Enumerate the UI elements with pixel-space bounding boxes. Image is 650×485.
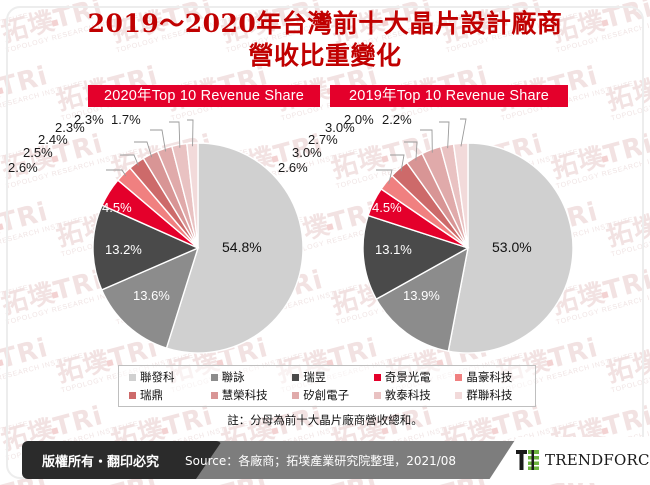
leader-line bbox=[439, 121, 450, 149]
pie-slice-label: 13.9% bbox=[403, 288, 440, 303]
legend-item[interactable]: 聯發科 bbox=[123, 369, 205, 385]
pie-slice[interactable] bbox=[362, 214, 470, 301]
pie-svg bbox=[362, 118, 574, 354]
pie-slice-label: 4.5% bbox=[372, 200, 402, 215]
leader-line bbox=[376, 169, 393, 185]
legend-item[interactable]: 群聯科技 bbox=[449, 387, 531, 403]
title-line-2: 營收比重變化 bbox=[248, 41, 402, 70]
legend-item[interactable]: 奇景光電 bbox=[368, 369, 450, 385]
source-text: Source：各廠商；拓墣產業研究院整理，2021/08 bbox=[185, 453, 457, 468]
pie-slice[interactable] bbox=[447, 142, 574, 354]
leader-line bbox=[134, 141, 153, 158]
pie-slice-label: 2.3% bbox=[74, 112, 104, 127]
legend-label: 聯發科 bbox=[140, 370, 175, 384]
pie-slice-label: 2.6% bbox=[278, 160, 308, 175]
pie-slice-label: 54.8% bbox=[222, 239, 262, 255]
pie-slice-label: 3.0% bbox=[325, 120, 355, 135]
pie-slice-label: 2.2% bbox=[382, 112, 412, 127]
pie-slice-label: 2.4% bbox=[38, 132, 68, 147]
pie-slice-label: 3.0% bbox=[292, 145, 322, 160]
legend-item[interactable]: 瑞昱 bbox=[286, 369, 368, 385]
pie-slice-label: 13.1% bbox=[375, 242, 412, 257]
footer-white-band bbox=[487, 437, 650, 483]
copyright-text: 版權所有・翻印必究 bbox=[42, 454, 160, 470]
pie-slice[interactable] bbox=[452, 142, 469, 249]
pie-slice-label: 53.0% bbox=[492, 239, 532, 255]
legend-swatch-icon bbox=[292, 373, 300, 381]
trendforce-wordmark: TRENDFORCE bbox=[545, 451, 650, 469]
legend-item[interactable]: 晶豪科技 bbox=[449, 369, 531, 385]
leader-line bbox=[390, 154, 405, 172]
legend-label: 晶豪科技 bbox=[466, 370, 513, 384]
footnote: 註：分母為前十大晶片廠商營收總和。 bbox=[227, 413, 423, 427]
chart-header-2019: 2019年Top 10 Revenue Share bbox=[330, 85, 568, 107]
leader-line bbox=[404, 141, 418, 161]
chart-legend: 聯發科 聯詠 瑞昱 奇景光電 晶豪科技瑞鼎 慧榮科技 矽創電子 敦泰科技 群聯科技 bbox=[118, 365, 536, 407]
leader-line bbox=[187, 119, 194, 147]
leader-line bbox=[460, 118, 467, 147]
legend-label: 聯詠 bbox=[221, 370, 245, 384]
legend-item[interactable]: 瑞鼎 bbox=[123, 387, 205, 403]
pie-slice-label: 2.7% bbox=[308, 132, 338, 147]
leader-line bbox=[150, 129, 167, 152]
pie-svg bbox=[92, 119, 304, 354]
legend-label: 瑞鼎 bbox=[140, 388, 163, 402]
legend-swatch-icon bbox=[210, 391, 218, 399]
pie-slice-label: 2.0% bbox=[344, 112, 374, 127]
chart-header-2020: 2020年Top 10 Revenue Share bbox=[88, 85, 320, 107]
footer-black-band bbox=[22, 441, 222, 479]
slide-footer: 版權所有・翻印必究 Source：各廠商；拓墣產業研究院整理，2021/08 T… bbox=[0, 437, 650, 485]
legend-swatch-icon bbox=[292, 391, 300, 399]
legend-swatch-icon bbox=[129, 391, 136, 399]
legend-swatch-icon bbox=[455, 373, 463, 381]
legend-label: 慧榮科技 bbox=[221, 388, 268, 402]
title-line-1: 2019～2020年台灣前十大晶片設計廠商 bbox=[87, 9, 563, 38]
legend-label: 矽創電子 bbox=[303, 388, 350, 402]
legend-item[interactable]: 矽創電子 bbox=[286, 387, 368, 403]
trendforce-logo-icon bbox=[516, 450, 540, 470]
legend-swatch-icon bbox=[210, 373, 218, 381]
legend-swatch-icon bbox=[455, 391, 463, 399]
pie-slice-label: 13.2% bbox=[105, 242, 142, 257]
pie-slice-label: 2.6% bbox=[8, 160, 38, 175]
legend-swatch-icon bbox=[373, 391, 381, 399]
legend-label: 奇景光電 bbox=[384, 370, 431, 384]
legend-item[interactable]: 聯詠 bbox=[205, 369, 287, 385]
pie-slice[interactable] bbox=[375, 246, 469, 352]
pie-slice-label: 13.6% bbox=[133, 288, 170, 303]
leader-line bbox=[120, 154, 139, 166]
page-title: 2019～2020年台灣前十大晶片設計廠商 營收比重變化 bbox=[0, 8, 650, 72]
pie-chart-2019: 53.0% 13.9% 13.1% 4.5% 2.6% 3.0% 2.7% 3.0% 2.0% 2… bbox=[278, 108, 620, 358]
legend-item[interactable]: 慧榮科技 bbox=[205, 387, 287, 403]
pie-chart-2020: 54.8% 13.6% 13.2% 4.5% 2.6% 2.5% 2.4% 2.3% 2.3% 1… bbox=[8, 108, 330, 358]
pie-slice-label: 2.5% bbox=[23, 145, 53, 160]
legend-item[interactable]: 敦泰科技 bbox=[368, 387, 450, 403]
pie-slice-label: 2.3% bbox=[55, 120, 85, 135]
leader-line bbox=[169, 121, 181, 148]
pie-slice-label: 4.5% bbox=[102, 200, 132, 215]
legend-label: 群聯科技 bbox=[466, 388, 513, 402]
leader-line bbox=[420, 129, 433, 153]
legend-swatch-icon bbox=[129, 373, 136, 381]
legend-swatch-icon bbox=[373, 373, 381, 381]
legend-label: 敦泰科技 bbox=[384, 388, 431, 402]
pie-slice-label: 1.7% bbox=[111, 112, 141, 127]
leader-line bbox=[106, 169, 127, 177]
pie-slice[interactable] bbox=[165, 142, 304, 354]
pie-slice[interactable] bbox=[92, 204, 200, 291]
pie-slice[interactable] bbox=[100, 246, 200, 350]
legend-label: 瑞昱 bbox=[303, 370, 327, 384]
trendforce-logo: TRENDFORCE bbox=[516, 447, 650, 473]
